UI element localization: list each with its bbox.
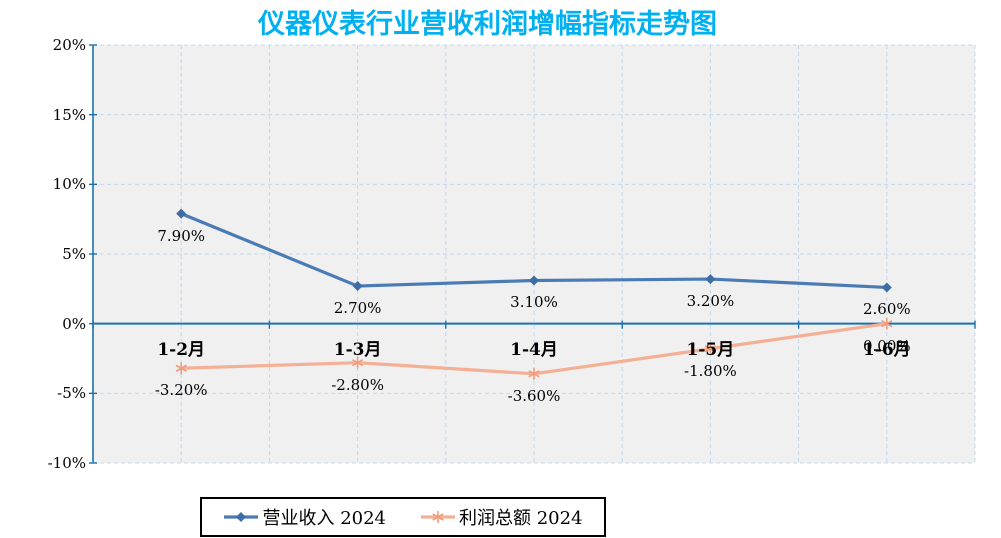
data-label: -2.80% xyxy=(331,375,384,394)
y-axis-label: -10% xyxy=(47,454,86,472)
x-axis-label: 1-5月 xyxy=(686,339,735,360)
y-axis-label: 15% xyxy=(52,105,86,124)
legend-entry-revenue[interactable]: 营业收入 2024 xyxy=(223,504,386,530)
data-label: -1.80% xyxy=(684,361,737,380)
x-axis-label: 1-4月 xyxy=(510,339,558,360)
y-axis-label: 10% xyxy=(52,175,86,194)
x-axis-label: 1-6月 xyxy=(862,339,911,360)
x-axis-label: 1-2月 xyxy=(157,339,206,360)
profit-series-swatch-icon xyxy=(421,511,455,523)
y-axis-label: -5% xyxy=(57,384,86,403)
legend-label-profit: 利润总额 2024 xyxy=(459,508,583,529)
data-label: 2.70% xyxy=(333,299,382,318)
chart-title: 仪器仪表行业营收利润增幅指标走势图 xyxy=(258,9,717,40)
x-axis-label: 1-3月 xyxy=(333,339,382,360)
revenue-series-swatch-icon xyxy=(224,512,259,522)
y-axis-label: 0% xyxy=(62,314,86,333)
data-label: 3.20% xyxy=(686,292,735,311)
y-axis-label: 20% xyxy=(52,36,86,54)
legend-entry-profit[interactable]: 利润总额 2024 xyxy=(420,504,583,530)
data-label: -3.60% xyxy=(507,386,561,405)
data-label: 0.00% xyxy=(862,336,911,355)
y-axis-label: 5% xyxy=(62,245,86,263)
data-label: -3.20% xyxy=(154,381,208,400)
data-label: 7.90% xyxy=(157,226,206,245)
legend: 营业收入 2024 利润总额 2024 xyxy=(200,497,606,537)
data-label: 3.10% xyxy=(510,293,558,312)
data-label: 2.60% xyxy=(862,300,911,319)
legend-label-revenue: 营业收入 2024 xyxy=(262,508,386,529)
